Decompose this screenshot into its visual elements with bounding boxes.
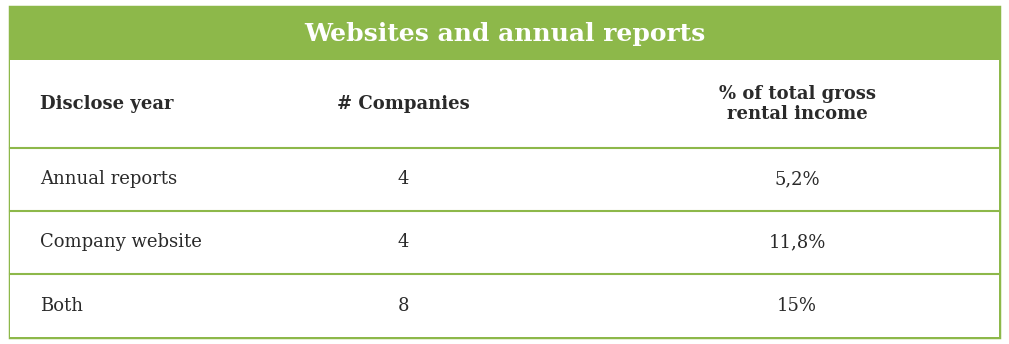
Bar — [10, 274, 999, 337]
Bar — [10, 148, 999, 211]
Text: Company website: Company website — [40, 234, 202, 251]
Text: % of total gross
rental income: % of total gross rental income — [718, 85, 876, 123]
Text: Websites and annual reports: Websites and annual reports — [304, 22, 705, 46]
Text: 5,2%: 5,2% — [774, 170, 820, 188]
Text: 11,8%: 11,8% — [769, 234, 825, 251]
Text: Annual reports: Annual reports — [40, 170, 178, 188]
Text: Disclose year: Disclose year — [40, 95, 174, 113]
Text: 15%: 15% — [777, 297, 817, 314]
Text: Both: Both — [40, 297, 84, 314]
Text: 4: 4 — [398, 234, 410, 251]
Text: 4: 4 — [398, 170, 410, 188]
Bar — [10, 60, 999, 148]
Text: 8: 8 — [398, 297, 410, 314]
Bar — [10, 211, 999, 274]
Bar — [10, 7, 999, 60]
Text: # Companies: # Companies — [337, 95, 470, 113]
